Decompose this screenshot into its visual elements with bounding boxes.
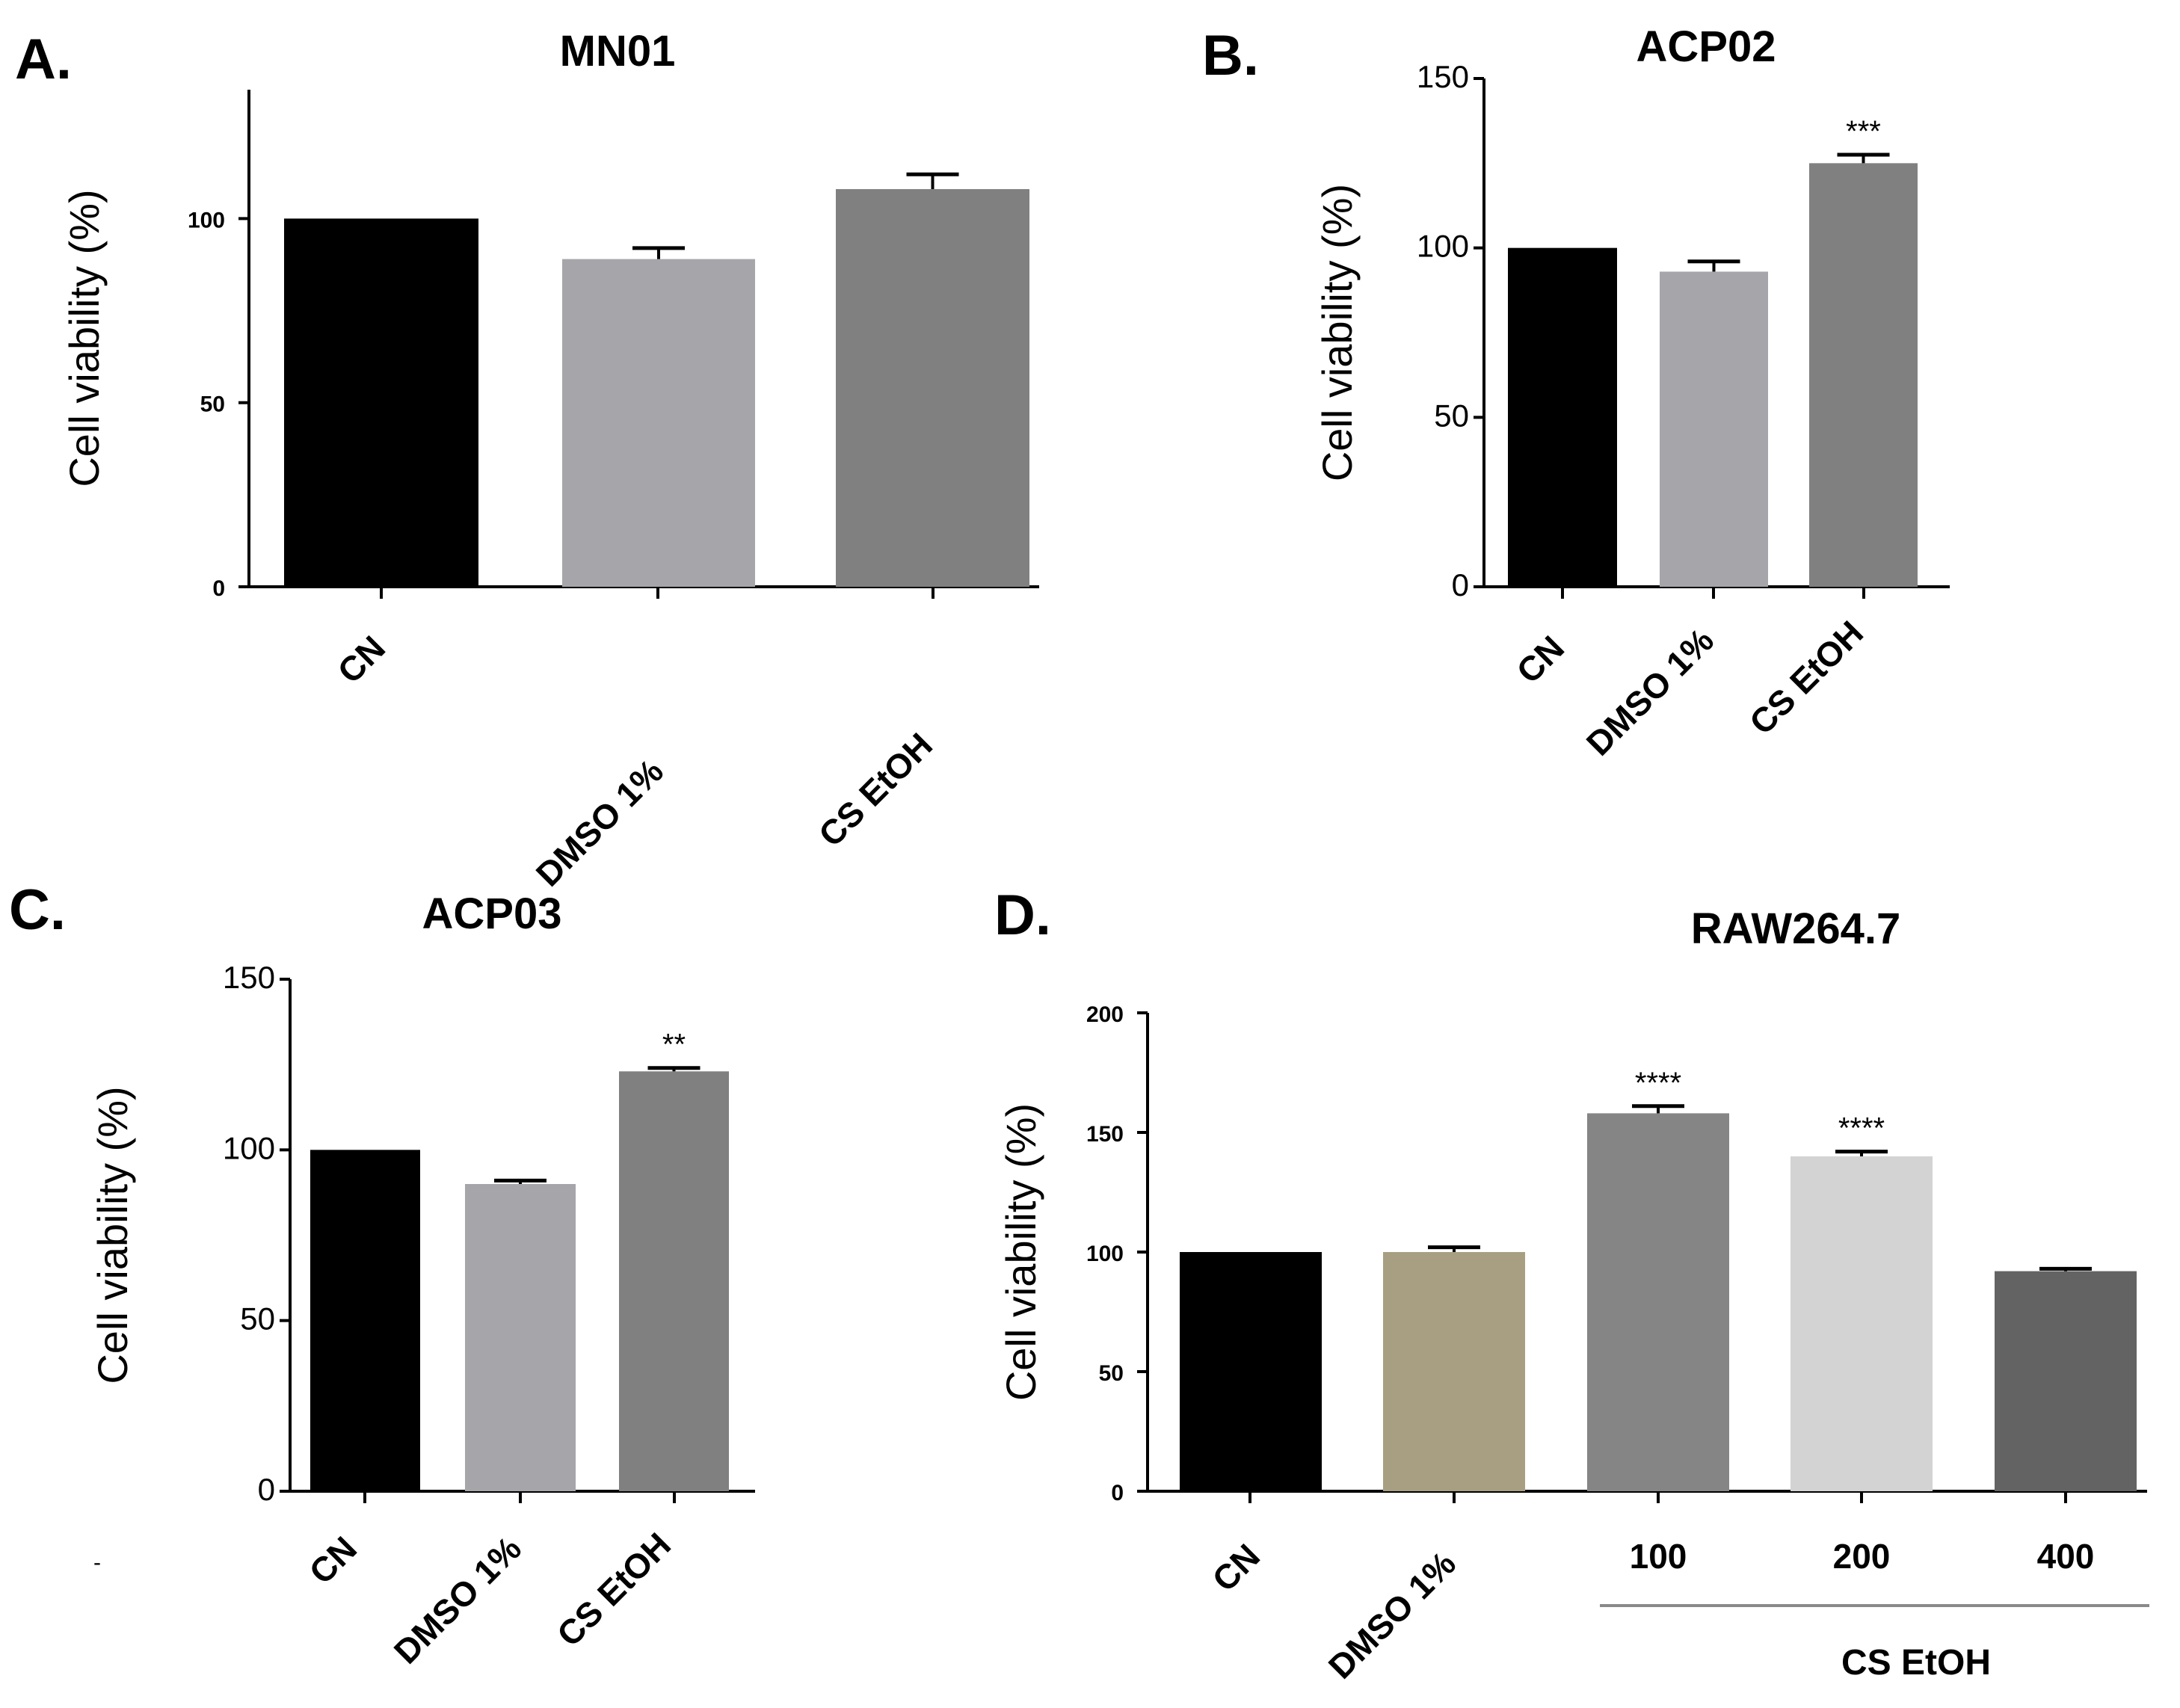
y-axis-title: Cell viability (%)	[89, 1086, 136, 1384]
x-tick-label: CN	[1204, 1536, 1267, 1599]
x-tick-label: DMSO 1%	[529, 751, 671, 893]
y-tick-label: 50	[240, 1301, 275, 1337]
panel-letter: A.	[15, 28, 72, 91]
y-tick-label: 150	[223, 960, 275, 995]
x-tick-label: CS EtOH	[811, 725, 940, 854]
x-tick-label: 200	[1833, 1537, 1891, 1576]
y-tick-label: 0	[212, 576, 225, 601]
bar	[1508, 247, 1617, 587]
group-label: CS EtOH	[1841, 1643, 1991, 1683]
significance-label: ****	[1635, 1067, 1681, 1100]
bar	[284, 218, 478, 587]
chart-title: MN01	[560, 27, 676, 75]
bar	[1809, 163, 1918, 588]
bar	[1383, 1252, 1525, 1491]
x-tick-label: 400	[2037, 1537, 2095, 1576]
y-tick-label: 0	[1111, 1481, 1124, 1505]
x-tick-label: DMSO 1%	[1321, 1544, 1463, 1686]
y-tick-label: 100	[1417, 229, 1469, 264]
chart-title: ACP03	[422, 890, 562, 938]
x-tick-label: 100	[1630, 1537, 1687, 1576]
x-tick-label: CN	[301, 1529, 364, 1591]
y-tick-label: 100	[188, 208, 225, 232]
bar	[1660, 271, 1768, 587]
significance-label: ***	[1846, 115, 1881, 148]
y-tick-label: 150	[1417, 59, 1469, 94]
bar	[619, 1071, 729, 1491]
bar	[1180, 1252, 1322, 1491]
y-tick-label: 100	[223, 1130, 275, 1165]
y-tick-label: 50	[1434, 398, 1469, 433]
y-axis-title: Cell viability (%)	[1314, 184, 1361, 481]
bar	[1587, 1113, 1729, 1491]
chart-title: ACP02	[1636, 22, 1776, 71]
y-axis-title: Cell viability (%)	[61, 189, 108, 487]
bar	[562, 259, 755, 587]
bar	[836, 189, 1029, 587]
panel-d-raw264-7: D. RAW264.7 Cell viability (%) 0 50 100 150 200…	[994, 884, 2149, 1686]
panel-a-mn01: A. MN01 Cell viability (%) 0 50 100 CN DMSO 1% C…	[15, 27, 1039, 894]
y-tick-label: 150	[1086, 1122, 1124, 1147]
y-axis-title: Cell viability (%)	[997, 1103, 1044, 1401]
x-tick-label: CN	[1509, 628, 1571, 691]
x-tick-label: CS EtOH	[1742, 613, 1870, 742]
significance-label: ****	[1838, 1112, 1885, 1145]
y-tick-label: 50	[1099, 1361, 1124, 1386]
y-tick-label: 100	[1086, 1242, 1124, 1266]
bar	[310, 1150, 420, 1491]
bar	[465, 1184, 576, 1491]
panel-letter: B.	[1202, 24, 1259, 87]
y-tick-label: 0	[1452, 567, 1469, 602]
x-tick-label: DMSO 1%	[1579, 620, 1721, 762]
y-tick-label: 50	[200, 392, 225, 417]
panel-b-acp02: B. ACP02 Cell viability (%) 0 50 100 150 *** CN D…	[1202, 22, 1950, 763]
chart-title: RAW264.7	[1691, 904, 1900, 953]
panel-c-acp03: C. ACP03 Cell viability (%) 0 50 100 150 ** CN DM…	[9, 878, 755, 1671]
y-tick-label: 200	[1086, 1002, 1124, 1027]
bar	[1791, 1156, 1933, 1491]
bar	[1995, 1271, 2137, 1491]
x-tick-label: CS EtOH	[549, 1525, 678, 1653]
panel-letter: C.	[9, 878, 66, 942]
significance-label: **	[662, 1029, 686, 1061]
panel-letter: D.	[994, 884, 1051, 947]
stray-mark: -	[93, 1550, 101, 1575]
x-tick-label: CN	[330, 628, 392, 691]
x-tick-label: DMSO 1%	[387, 1529, 529, 1671]
y-tick-label: 0	[258, 1472, 275, 1507]
